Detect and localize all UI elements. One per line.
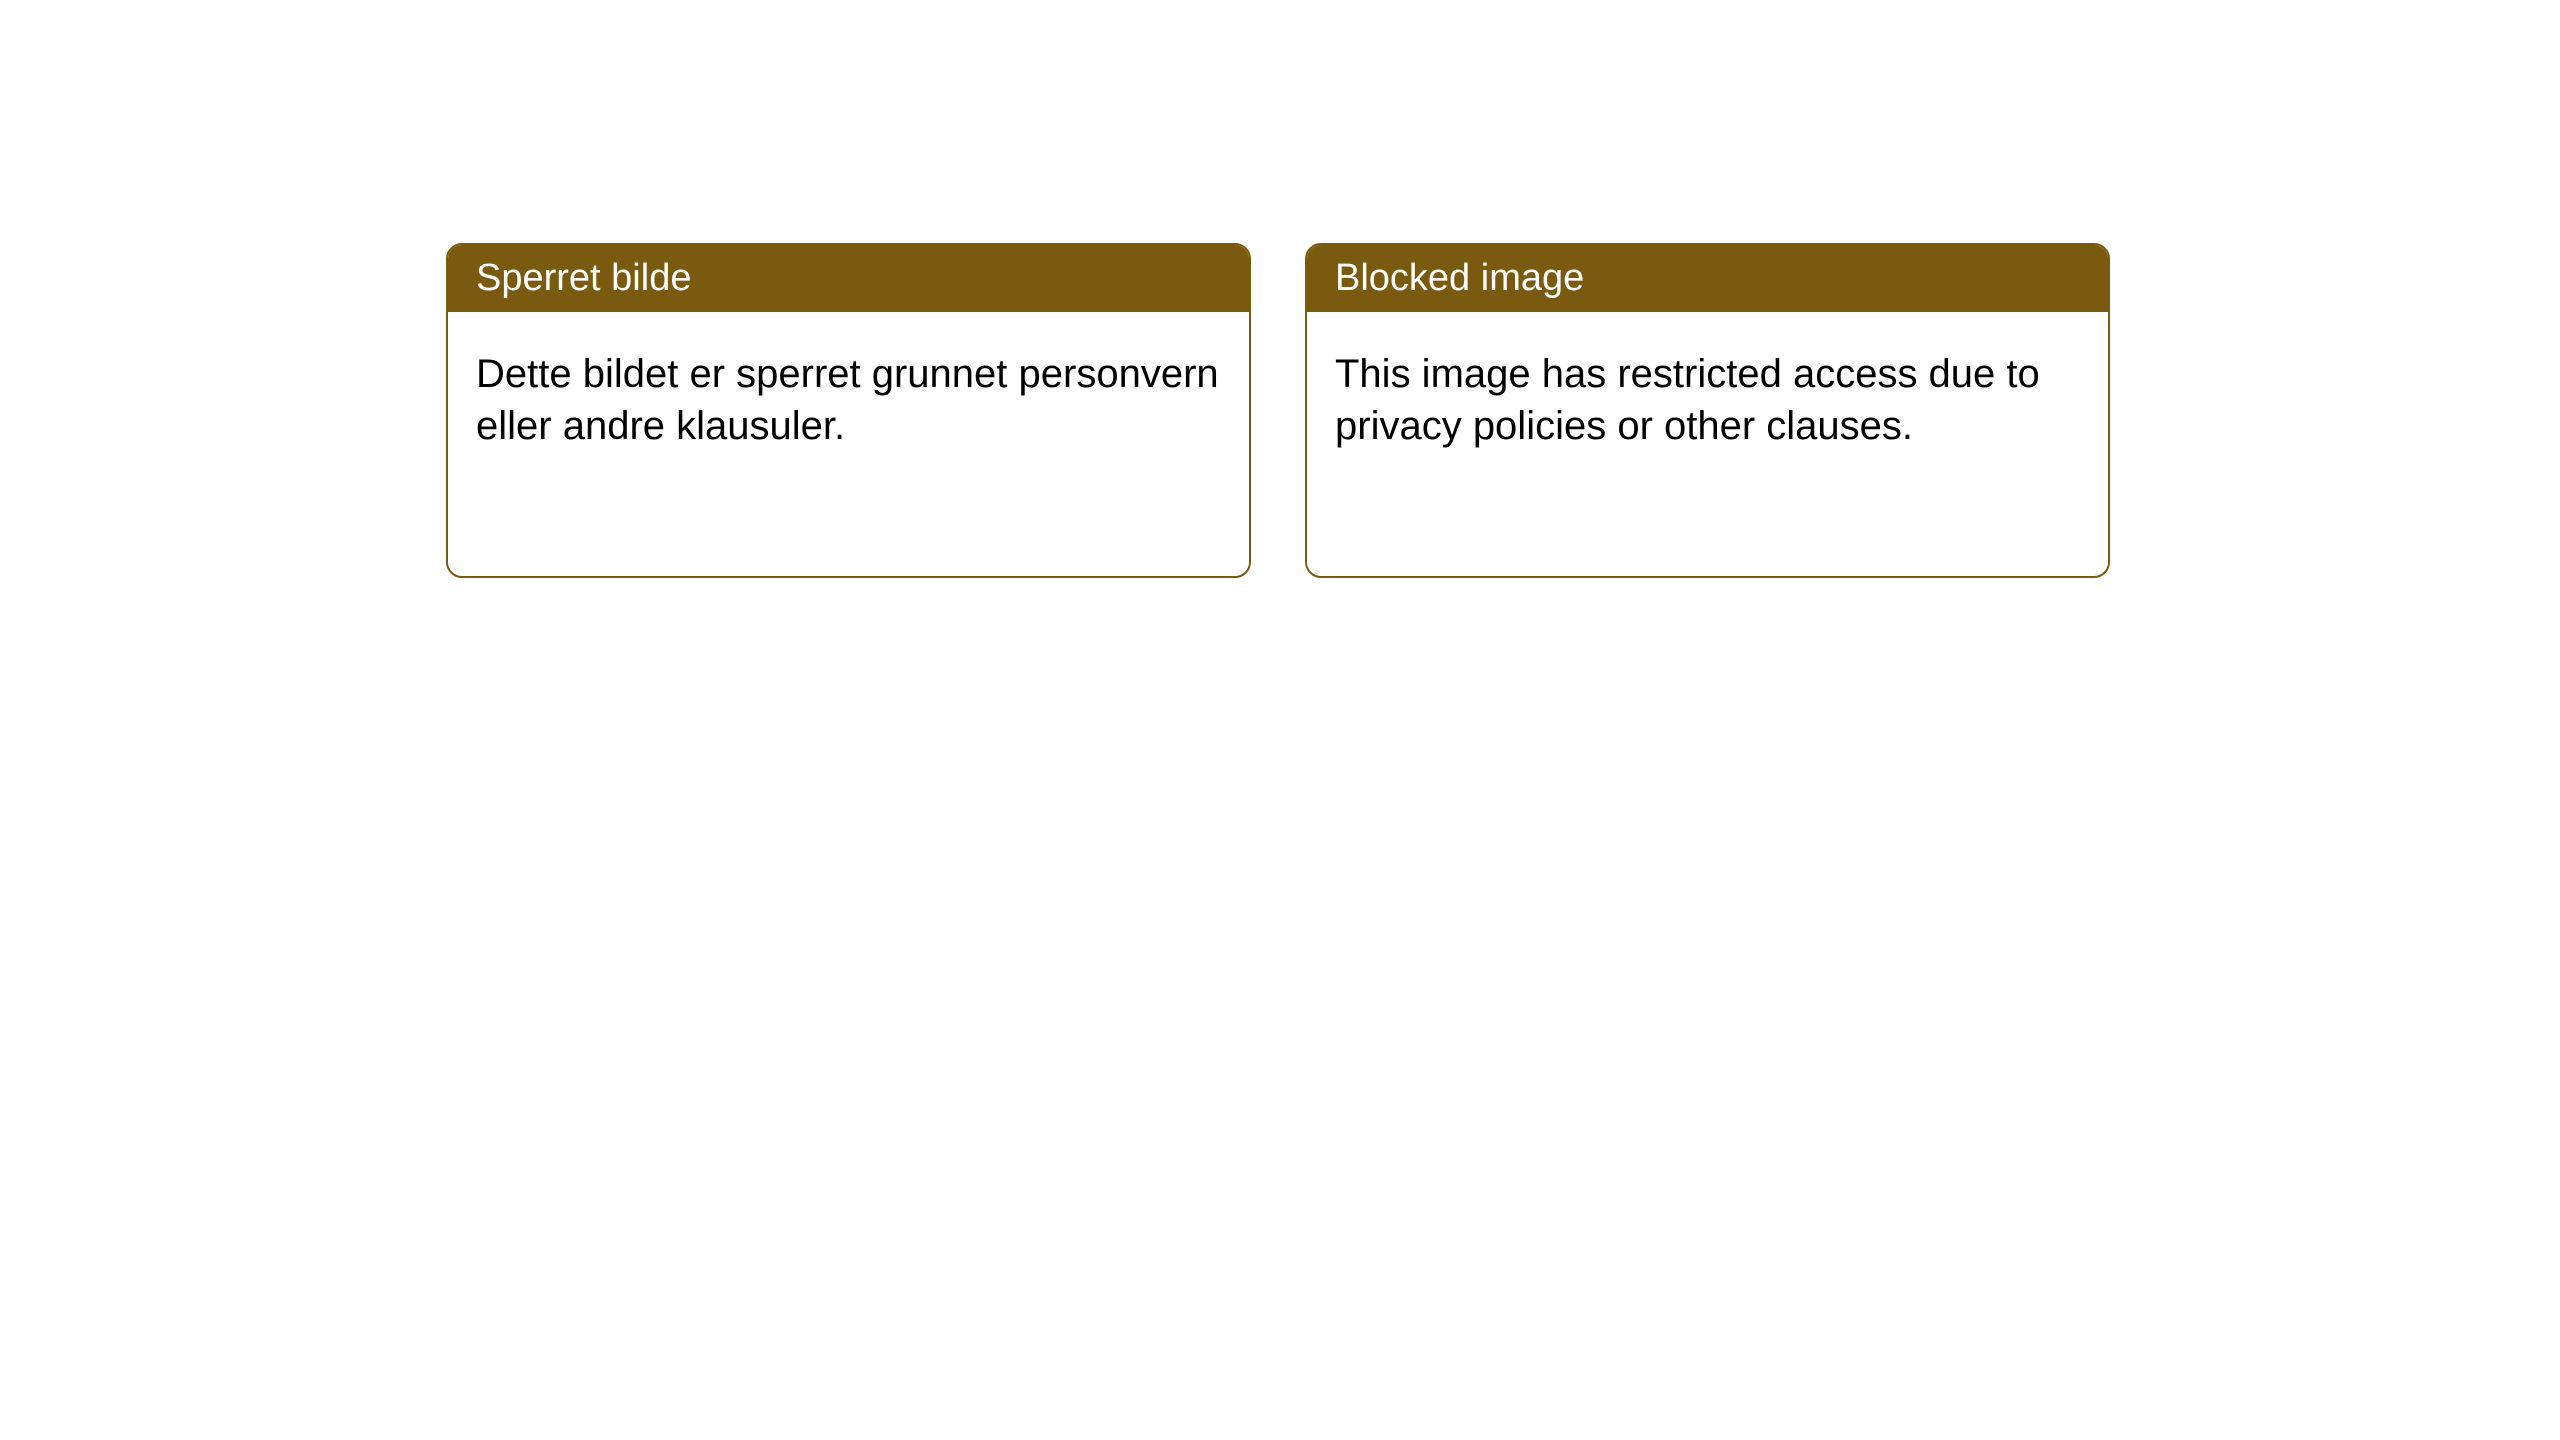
card-body: This image has restricted access due to … (1307, 312, 2108, 488)
notice-card-english: Blocked image This image has restricted … (1305, 243, 2110, 578)
notice-card-norwegian: Sperret bilde Dette bildet er sperret gr… (446, 243, 1251, 578)
notice-cards-container: Sperret bilde Dette bildet er sperret gr… (446, 243, 2110, 578)
card-header: Sperret bilde (448, 245, 1249, 312)
card-body-text: Dette bildet er sperret grunnet personve… (476, 352, 1219, 448)
card-body: Dette bildet er sperret grunnet personve… (448, 312, 1249, 488)
card-body-text: This image has restricted access due to … (1335, 352, 2040, 448)
card-title: Blocked image (1335, 257, 1584, 299)
card-title: Sperret bilde (476, 257, 691, 299)
card-header: Blocked image (1307, 245, 2108, 312)
